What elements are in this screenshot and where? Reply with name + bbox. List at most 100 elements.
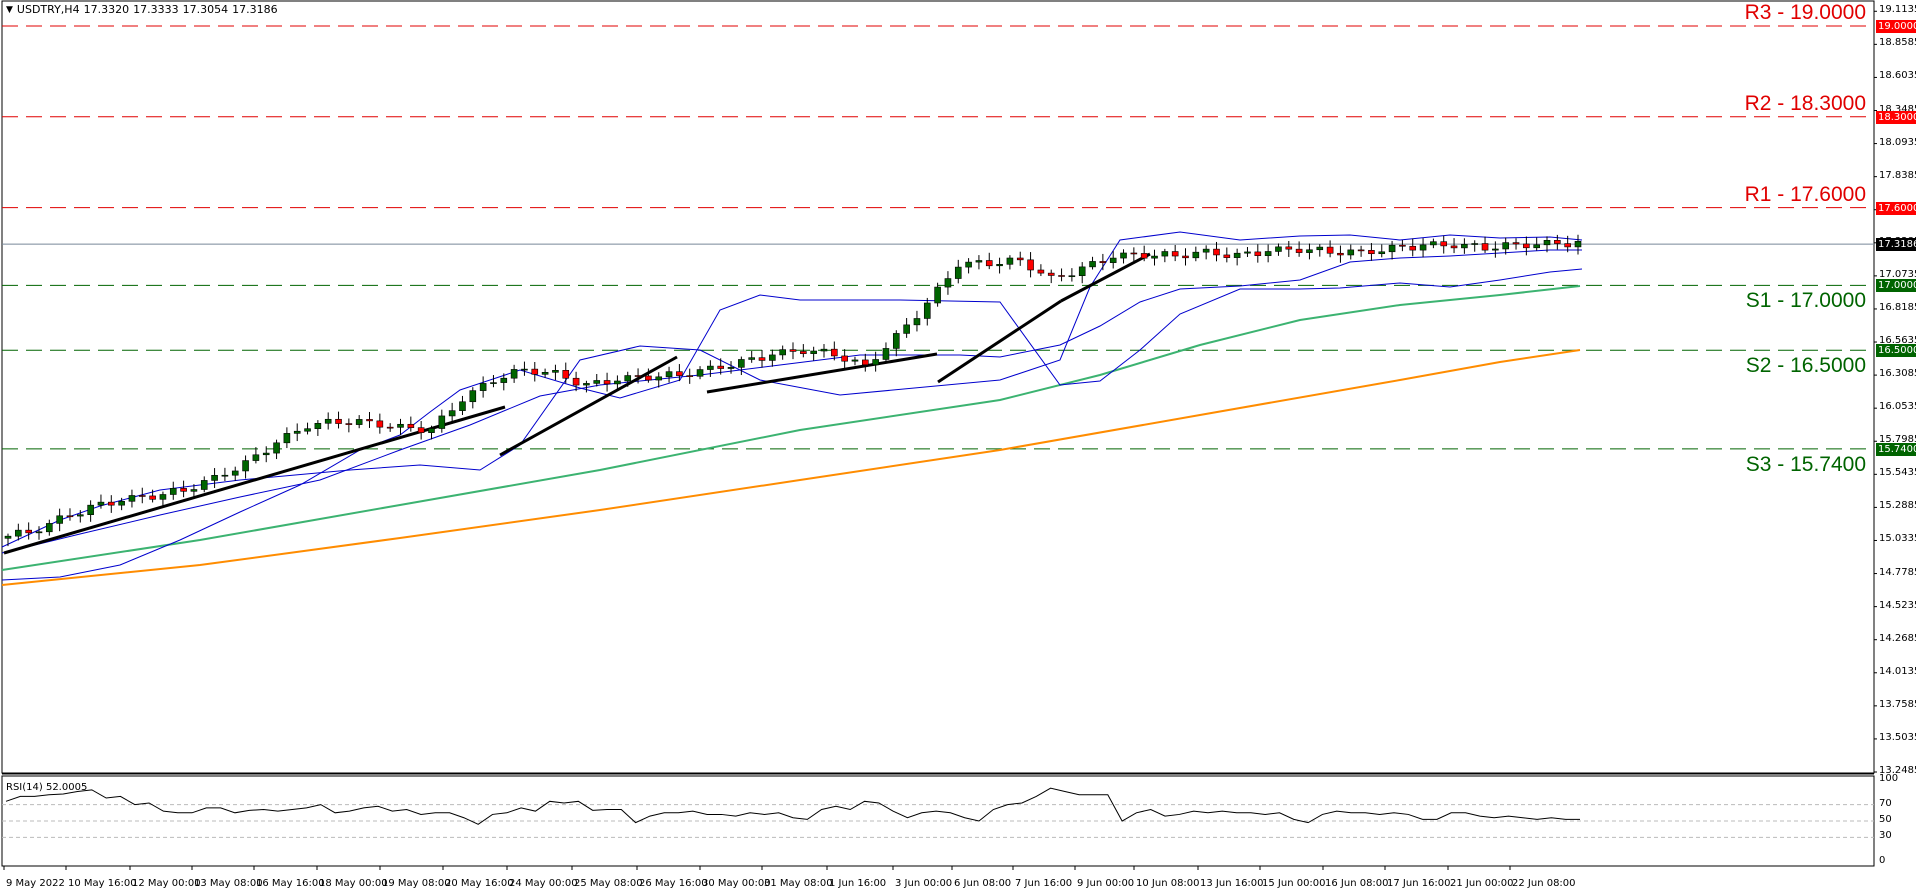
candle [1068,275,1076,278]
candle [335,418,342,424]
candle [1016,257,1024,261]
candle [1574,241,1582,248]
time-axis-label: 20 May 16:00 [445,878,514,889]
candle [1213,248,1220,256]
price-axis-label: 18.3485 [1879,103,1916,115]
candle [892,333,900,349]
candle [1440,241,1448,247]
candle [1543,240,1551,246]
price-axis-label: 19.1135 [1879,4,1916,16]
collapse-triangle-icon[interactable]: ▼ [6,4,13,15]
candle [428,428,435,433]
price-axis-label: 16.5635 [1879,335,1916,347]
candle [583,383,590,386]
candle [645,375,652,381]
candle [97,501,105,506]
price-axis-label: 14.0135 [1879,665,1916,677]
ohlc-close: 17.3186 [232,3,278,16]
time-axis-label: 3 Jun 00:00 [895,878,953,889]
candle [1316,246,1324,251]
candle [169,488,177,495]
candle [376,420,384,428]
bollinger-upper [1,231,1583,548]
price-axis-label: 17.0735 [1879,268,1916,280]
time-axis-label: 15 Jun 00:00 [1262,878,1326,889]
candle [1006,257,1014,265]
candle [35,531,43,534]
candle [1078,266,1086,277]
chart-header: ▼ USDTRY,H4 17.3320 17.3333 17.3054 17.3… [6,3,278,16]
candle [1337,252,1344,256]
candle [56,515,63,524]
candle [211,475,218,481]
candle [1388,244,1396,253]
candle [407,423,415,428]
bollinger-middle [1,249,1582,554]
candle [490,382,497,384]
price-axis-label: 16.3085 [1879,368,1916,380]
candle [1233,252,1241,258]
candle [1120,252,1127,259]
time-axis-label: 9 May 2022 [6,878,65,889]
candle [386,426,394,429]
candle [923,302,931,319]
candle [810,350,817,354]
trendline-5[interactable] [1060,252,1151,303]
candle [252,454,260,461]
price-axis-label: 16.0535 [1879,401,1916,413]
candle [965,261,972,268]
candle [954,266,962,279]
candle [624,375,632,382]
current-price-tag: 17.3186 [1876,238,1916,252]
price-axis-label: 14.2685 [1879,632,1916,644]
trendline-3[interactable] [706,352,938,394]
candle [221,474,229,477]
time-axis-label: 10 May 16:00 [68,878,137,889]
candle [1492,248,1499,251]
time-axis-label: 17 Jun 16:00 [1387,878,1451,889]
candle [242,460,249,472]
time-axis-label: 7 Jun 16:00 [1015,878,1073,889]
candle [521,368,528,371]
candle [1171,251,1179,257]
candle [727,367,735,369]
candle [15,529,22,537]
candle [1223,254,1231,258]
time-axis-label: 30 May 00:00 [702,878,771,889]
trendline-4[interactable] [937,299,1062,384]
candle [283,433,291,444]
candle [1554,240,1561,244]
trendline-2[interactable] [499,355,678,457]
candle [1254,251,1262,256]
candle [738,359,745,368]
ohlc-open: 17.3320 [83,3,130,16]
candle [438,415,446,429]
level-price-tag: 18.3000 [1876,110,1916,124]
candle [293,430,301,434]
price-axis-label: 13.5035 [1879,731,1916,743]
time-axis-label: 16 Jun 08:00 [1325,878,1389,889]
price-axis-label: 18.8585 [1879,37,1916,49]
candle [1306,249,1313,253]
candle [1089,261,1096,268]
candle [448,410,456,417]
price-axis-label: 15.7985 [1879,434,1916,446]
candle [1151,255,1158,259]
time-axis-label: 26 May 16:00 [639,878,708,889]
candle [1512,242,1520,245]
time-axis-label: 12 May 00:00 [132,878,201,889]
candle [1347,249,1355,256]
ohlc-high: 17.3333 [133,3,179,16]
candle [200,480,208,490]
ma-orange-line [1,349,1581,586]
rsi-axis-label: 100 [1879,773,1899,784]
candle [985,260,993,267]
candle [872,359,879,366]
candle [862,359,869,366]
rsi-axis-label: 0 [1879,855,1886,866]
time-axis-label: 24 May 00:00 [509,878,578,889]
candle [510,369,518,379]
candle [996,264,1003,267]
time-axis-label: 25 May 08:00 [574,878,643,889]
